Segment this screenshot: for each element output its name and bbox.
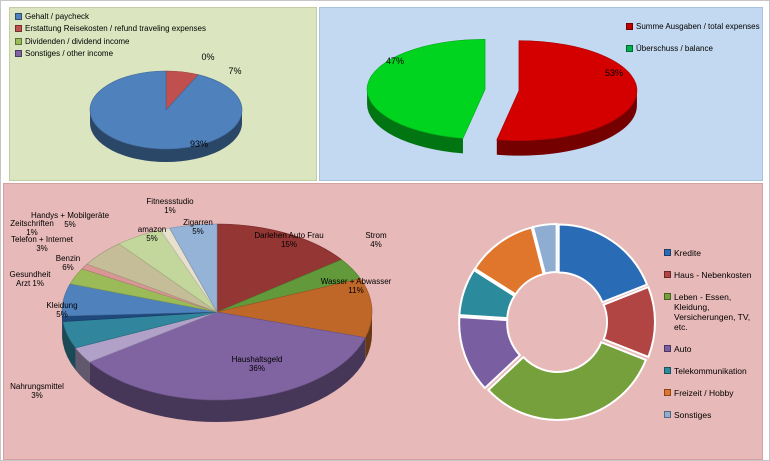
categories-legend: Kredite Haus - Nebenkosten Leben - Essen, … [664,248,764,432]
slice-label: Nahrungsmittel 3% [10,382,64,400]
legend-item: Freizeit / Hobby [664,388,764,398]
legend-label: Dividenden / dividend income [25,36,130,46]
donut-slice [473,226,545,296]
legend-label: Kredite [674,248,701,258]
pie-slice-side [89,337,366,423]
slice-label: 0% [201,52,214,62]
slice-label: Zeitschriften 1% [10,219,54,237]
income-panel: 0% 7% 93% Gehalt / paycheck Erstattung Reis… [9,7,317,181]
pie-slice [89,311,366,401]
legend-label: Auto [674,344,692,355]
donut-slice [486,340,648,421]
pie-slice [89,70,243,150]
expenses-pie-chart: Darlehen Auto Frau 15% Strom 4% Wasser + Abw… [10,197,392,423]
slice-label: Gesundheit Arzt 1% [10,270,52,288]
pie-slice-side [365,312,372,360]
pie-slice [496,40,638,141]
legend-swatch [15,37,22,45]
pie-slice [169,223,218,314]
legend-swatch [664,411,671,419]
income-pie-chart: 0% 7% 93% [89,52,243,162]
legend-item: Überschuss / balance [626,44,762,53]
legend-item: Sonstiges / other income [15,49,255,58]
income-legend: Gehalt / paycheck Erstattung Reisekosten … [15,12,255,62]
donut-slice [458,268,516,320]
legend-swatch [664,293,671,301]
slice-label: Handys + Mobilgeräte 5% [31,211,110,229]
legend-swatch [664,271,671,279]
legend-item: Leben - Essen, Kleidung, Versicherungen,… [664,292,764,332]
legend-swatch [626,23,633,30]
legend-label: Summe Ausgaben / total expenses [636,22,760,31]
pie-slice-side [367,89,463,154]
legend-swatch [15,50,22,58]
balance-pie-chart: 53% 47% [366,39,638,156]
legend-item: Auto [664,344,764,354]
legend-label: Gehalt / paycheck [25,12,90,21]
slice-label: Darlehen Auto Frau 15% [254,231,323,249]
legend-item: Kredite [664,248,764,258]
slice-label: Benzin 6% [56,254,80,272]
legend-label: Freizeit / Hobby [674,388,734,399]
expenses-panel: Darlehen Auto Frau 15% Strom 4% Wasser + Abw… [3,183,763,460]
legend-swatch [664,367,671,375]
pie-slice-side [62,316,63,344]
slice-label: Zigarren 5% [183,218,213,236]
legend-item: Dividenden / dividend income [15,37,255,46]
legend-item: Sonstiges [664,410,764,420]
pie-slice [366,39,486,139]
pie-slice-side [62,321,76,370]
pie-slice-side [90,110,242,162]
legend-swatch [15,25,22,33]
legend-swatch [664,249,671,256]
balance-panel: 53% 47% Summe Ausgaben / total expenses Üb… [319,7,763,181]
pie-slice [216,278,373,338]
legend-item: Haus - Nebenkosten [664,270,764,280]
pie-slice-side [496,90,637,156]
legend-label: Haus - Nebenkosten [674,270,752,281]
legend-label: Sonstiges [674,410,712,421]
slice-label: Kleidung 5% [46,301,77,319]
legend-label: Sonstiges / other income [25,49,114,59]
legend-item: Erstattung Reisekosten / refund travelin… [15,24,255,33]
donut-slice [458,315,522,390]
legend-label: Telekommunikation [674,366,747,377]
slice-label: 47% [386,56,404,66]
slice-label: 7% [228,66,241,76]
slice-label: Wasser + Abwasser 11% [321,277,392,295]
slice-label: Haushaltsgeld 36% [232,355,283,373]
legend-item: Telekommunikation [664,366,764,376]
legend-swatch [664,345,671,353]
legend-swatch [626,45,633,53]
donut-slice [557,223,649,304]
slice-label: Telefon + Internet 3% [11,235,74,253]
slice-label: amazon 5% [138,225,166,243]
legend-item: Gehalt / paycheck [15,12,255,21]
categories-donut-chart [458,223,656,421]
legend-swatch [15,13,22,20]
legend-label: Überschuss / balance [636,44,713,54]
slice-label: 53% [605,68,623,78]
slice-label: 93% [190,139,208,149]
slice-label: Fitnessstudio 1% [146,197,194,215]
legend-label: Erstattung Reisekosten / refund travelin… [25,24,206,34]
slice-label: Strom 4% [365,231,387,249]
legend-item: Summe Ausgaben / total expenses [626,22,762,31]
legend-swatch [664,389,671,397]
pie-slice-side [75,347,90,385]
legend-label: Leben - Essen, Kleidung, Versicherungen,… [674,292,751,333]
donut-slice [531,223,558,275]
donut-slice [602,285,656,359]
balance-legend: Summe Ausgaben / total expenses Überschus… [626,22,762,67]
pie-slice [216,223,343,313]
